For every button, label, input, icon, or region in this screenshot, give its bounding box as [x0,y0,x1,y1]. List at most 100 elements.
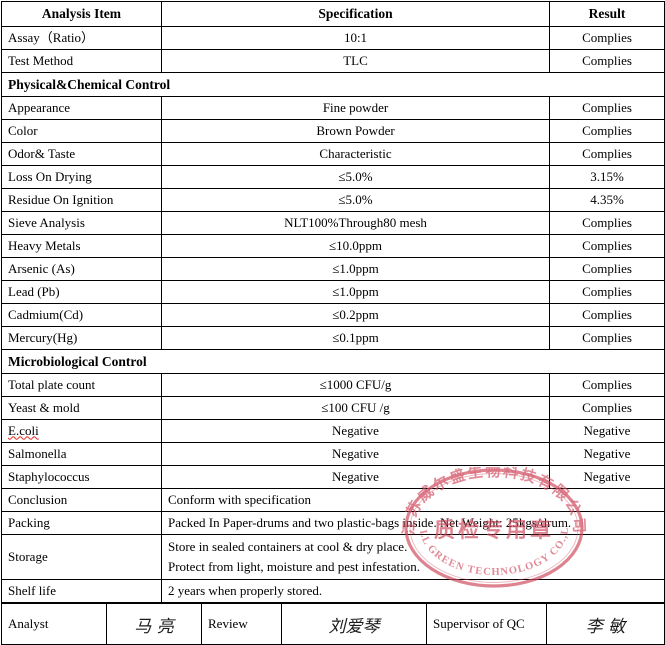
row-specification: Negative [161,419,550,443]
row-specification: Characteristic [161,142,550,166]
section-header-label: Physical&Chemical Control [1,72,665,97]
table-row: Heavy Metals ≤10.0ppm Complies [1,234,665,258]
section-header-label: Microbiological Control [1,349,665,374]
row-item-label: E.coli [1,419,162,443]
row-item-label: Odor& Taste [1,142,162,166]
row-item-label: Salmonella [1,442,162,466]
conclusion-text: Conform with specification [161,488,665,512]
row-item-label: Residue On Ignition [1,188,162,212]
row-specification: ≤10.0ppm [161,234,550,258]
column-header-analysis-item: Analysis Item [1,1,162,27]
table-row: Appearance Fine powder Complies [1,96,665,120]
table-row: Mercury(Hg) ≤0.1ppm Complies [1,326,665,350]
row-result: Negative [549,419,665,443]
row-specification: 10:1 [161,26,550,50]
row-item-label: Lead (Pb) [1,280,162,304]
supervisor-of-qc-label: Supervisor of QC [426,603,547,645]
analysis-table-body: Analysis Item Specification Result Assay… [1,1,665,604]
storage-line-2: Protect from light, moisture and pest in… [168,559,421,575]
row-result: Negative [549,465,665,489]
signature-row: Analyst 马 亮 Review 刘爱琴 Supervisor of QC … [1,603,665,645]
misspelled-word: E.coli [8,422,39,438]
row-item-label: Yeast & mold [1,396,162,420]
signature-table-body: Analyst 马 亮 Review 刘爱琴 Supervisor of QC … [1,603,665,645]
row-item-label: Cadmium(Cd) [1,303,162,327]
table-row: Cadmium(Cd) ≤0.2ppm Complies [1,303,665,327]
row-result: Complies [549,96,665,120]
row-result: Complies [549,234,665,258]
table-row: Color Brown Powder Complies [1,119,665,143]
row-result: Complies [549,396,665,420]
row-specification: Negative [161,465,550,489]
row-item-label: Staphylococcus [1,465,162,489]
row-result: Complies [549,257,665,281]
supervisor-of-qc-signature: 李 敏 [546,603,665,645]
conclusion-row: Conclusion Conform with specification [1,488,665,512]
analysis-table: Analysis Item Specification Result Assay… [1,1,665,604]
row-result: Complies [549,119,665,143]
table-row: Total plate count ≤1000 CFU/g Complies [1,373,665,397]
row-specification: TLC [161,49,550,73]
row-result: Complies [549,373,665,397]
row-item-label: Color [1,119,162,143]
row-specification: ≤1.0ppm [161,257,550,281]
table-row: Odor& Taste Characteristic Complies [1,142,665,166]
table-row: Arsenic (As) ≤1.0ppm Complies [1,257,665,281]
table-header-row: Analysis Item Specification Result [1,1,665,27]
storage-text: Store in sealed containers at cool & dry… [161,533,665,581]
row-result: Negative [549,442,665,466]
signature-table: Analyst 马 亮 Review 刘爱琴 Supervisor of QC … [1,603,665,645]
table-row: Test Method TLC Complies [1,49,665,73]
row-result: 3.15% [549,165,665,189]
table-row: Residue On Ignition ≤5.0% 4.35% [1,188,665,212]
row-specification: ≤100 CFU /g [161,396,550,420]
row-item-label: Loss On Drying [1,165,162,189]
analyst-label: Analyst [1,603,107,645]
row-result: Complies [549,326,665,350]
row-item-label: Test Method [1,49,162,73]
review-label: Review [201,603,282,645]
table-row: Staphylococcus Negative Negative [1,465,665,489]
storage-row: Storage Store in sealed containers at co… [1,533,665,581]
analyst-signature: 马 亮 [106,603,202,645]
packing-row: Packing Packed In Paper-drums and two pl… [1,511,665,535]
table-row: Salmonella Negative Negative [1,442,665,466]
shelf-life-row: Shelf life 2 years when properly stored. [1,579,665,604]
row-result: Complies [549,26,665,50]
row-item-label: Appearance [1,96,162,120]
shelf-life-label: Shelf life [1,579,162,604]
row-result: Complies [549,280,665,304]
shelf-life-text: 2 years when properly stored. [161,579,665,604]
row-specification: Fine powder [161,96,550,120]
column-header-specification: Specification [161,1,550,27]
row-specification: ≤1.0ppm [161,280,550,304]
storage-label: Storage [1,533,162,581]
row-specification: NLT100%Through80 mesh [161,211,550,235]
section-header-row-physical-chemical: Physical&Chemical Control [1,72,665,97]
review-signature: 刘爱琴 [281,603,427,645]
row-item-label: Sieve Analysis [1,211,162,235]
conclusion-label: Conclusion [1,488,162,512]
packing-label: Packing [1,511,162,535]
row-result: Complies [549,142,665,166]
row-result: 4.35% [549,188,665,212]
row-result: Complies [549,303,665,327]
column-header-result: Result [549,1,665,27]
row-result: Complies [549,211,665,235]
row-item-label: Mercury(Hg) [1,326,162,350]
section-header-row-microbiological: Microbiological Control [1,349,665,374]
row-item-label: Total plate count [1,373,162,397]
storage-line-1: Store in sealed containers at cool & dry… [168,539,408,554]
row-specification: ≤5.0% [161,165,550,189]
row-specification: ≤0.2ppm [161,303,550,327]
table-row: Sieve Analysis NLT100%Through80 mesh Com… [1,211,665,235]
packing-text: Packed In Paper-drums and two plastic-ba… [161,511,665,535]
table-row: Assay（Ratio） 10:1 Complies [1,26,665,50]
table-row: Loss On Drying ≤5.0% 3.15% [1,165,665,189]
row-specification: ≤5.0% [161,188,550,212]
row-specification: Brown Powder [161,119,550,143]
row-item-label: Arsenic (As) [1,257,162,281]
table-row: Lead (Pb) ≤1.0ppm Complies [1,280,665,304]
row-specification: Negative [161,442,550,466]
